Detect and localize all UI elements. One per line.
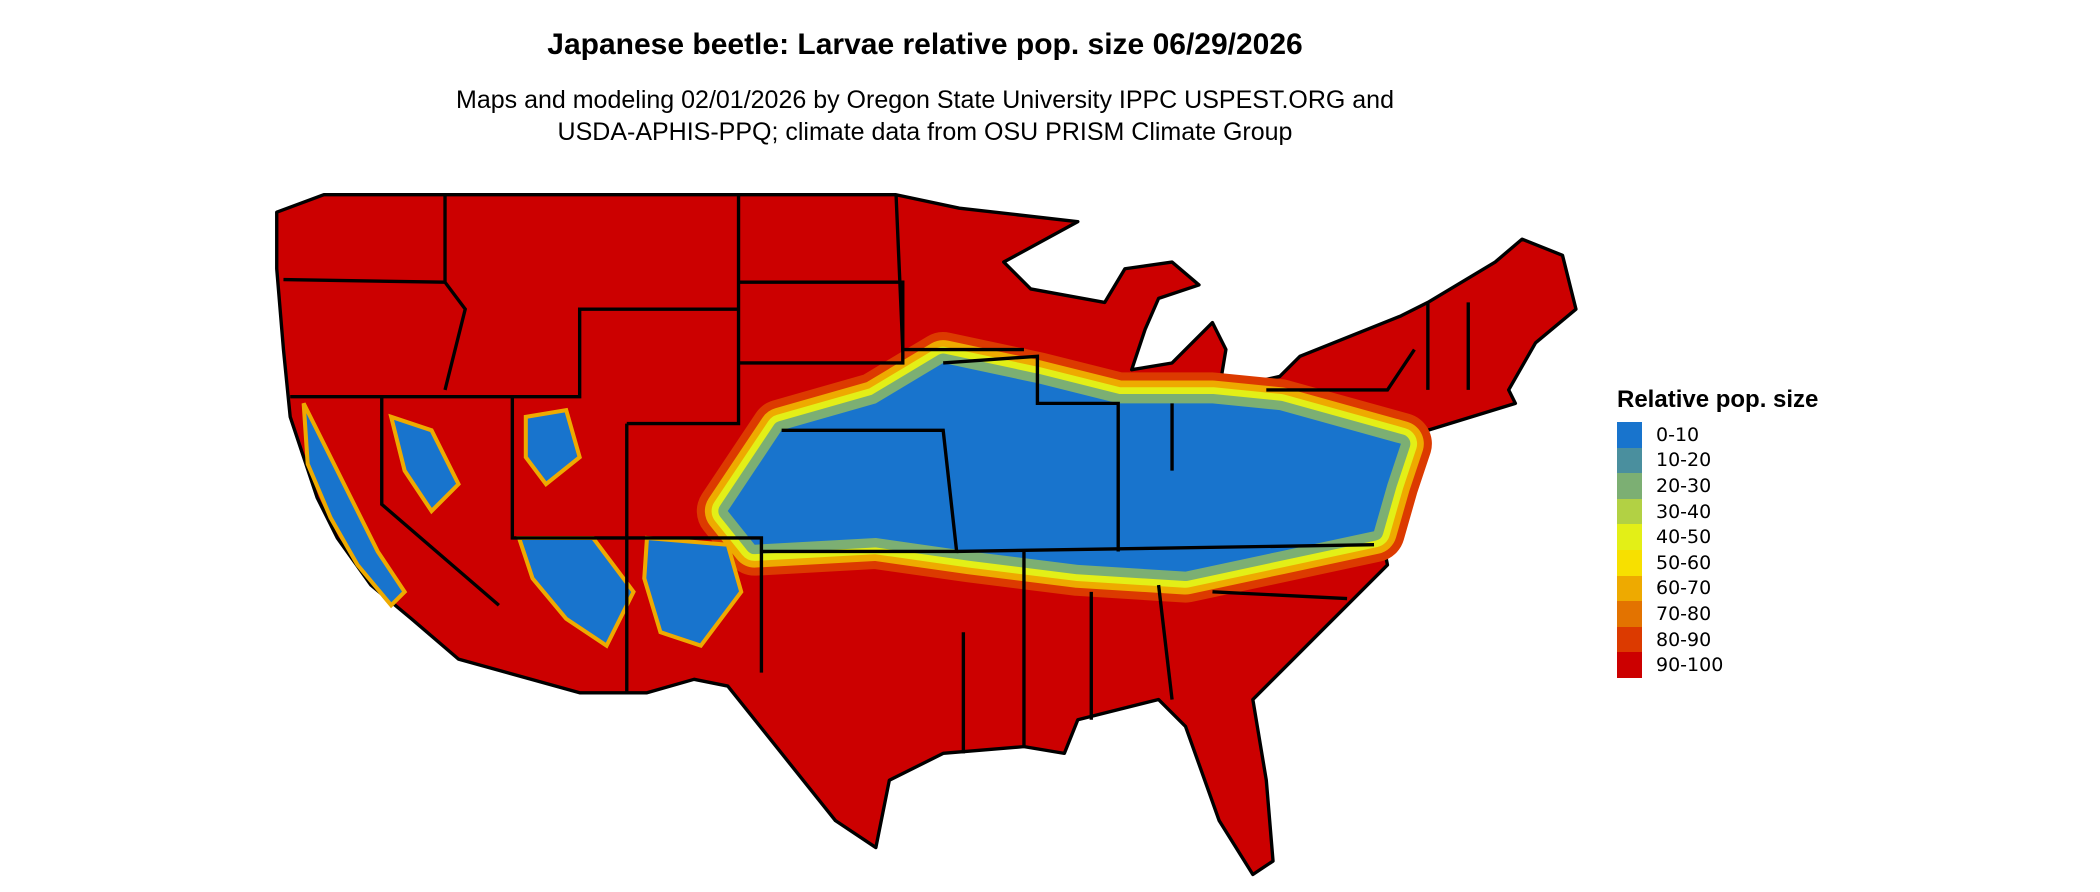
legend-item: 10-20 [1617, 447, 1818, 474]
legend: Relative pop. size 0-10 10-20 20-30 30-40 40… [1617, 386, 1818, 678]
legend-item: 70-80 [1617, 601, 1818, 627]
legend-swatch [1617, 498, 1642, 525]
state-borders [283, 194, 1470, 754]
legend-label: 80-90 [1656, 628, 1712, 651]
legend-label: 60-70 [1656, 577, 1712, 600]
legend-swatch [1617, 652, 1642, 678]
legend-label: 50-60 [1656, 551, 1712, 574]
legend-title: Relative pop. size [1617, 386, 1819, 413]
legend-swatch [1617, 422, 1642, 448]
legend-label: 40-50 [1656, 526, 1712, 549]
us-map [275, 193, 1578, 877]
legend-item: 60-70 [1617, 575, 1818, 602]
border [380, 396, 500, 607]
nevada-patch [388, 413, 461, 515]
legend-swatch [1617, 549, 1642, 576]
legend-label: 90-100 [1656, 654, 1724, 677]
border [443, 194, 468, 391]
border [943, 354, 1120, 552]
legend-label: 30-40 [1656, 500, 1712, 523]
border [283, 277, 446, 284]
legend-label: 0-10 [1656, 423, 1700, 446]
border [290, 307, 739, 399]
legend-swatch [1617, 575, 1642, 602]
legend-item: 30-40 [1617, 498, 1818, 525]
california-valley-patch [301, 402, 408, 609]
legend-swatch [1617, 473, 1642, 499]
border [1156, 584, 1174, 700]
legend-swatch [1617, 626, 1642, 653]
border [626, 194, 741, 426]
legend-label: 20-30 [1656, 474, 1712, 497]
border [956, 543, 1375, 554]
legend-item: 40-50 [1617, 524, 1818, 550]
map-title: Japanese beetle: Larvae relative pop. si… [547, 28, 1303, 61]
new-mexico-patch [642, 535, 744, 649]
legend-item: 20-30 [1617, 473, 1818, 499]
band-0-10 [727, 362, 1401, 572]
subtitle-line-1: Maps and modeling 02/01/2026 by Oregon S… [456, 86, 1394, 114]
legend-item: 80-90 [1617, 626, 1818, 653]
border [1266, 348, 1416, 392]
legend-item: 50-60 [1617, 549, 1818, 576]
subtitle-line-2: USDA-APHIS-PPQ; climate data from OSU PR… [557, 118, 1293, 146]
border [894, 194, 1024, 352]
western-low-patches [301, 402, 744, 649]
legend-swatch [1617, 447, 1642, 474]
low-population-band [696, 332, 1432, 603]
legend-item: 0-10 [1617, 422, 1818, 448]
legend-label: 10-20 [1656, 449, 1712, 472]
border [510, 396, 764, 673]
legend-item: 90-100 [1617, 652, 1818, 678]
legend-label: 70-80 [1656, 602, 1712, 625]
legend-swatch [1617, 524, 1642, 550]
legend-swatch [1617, 601, 1642, 627]
border [761, 428, 959, 554]
border [1212, 590, 1348, 601]
utah-patch [523, 407, 582, 488]
